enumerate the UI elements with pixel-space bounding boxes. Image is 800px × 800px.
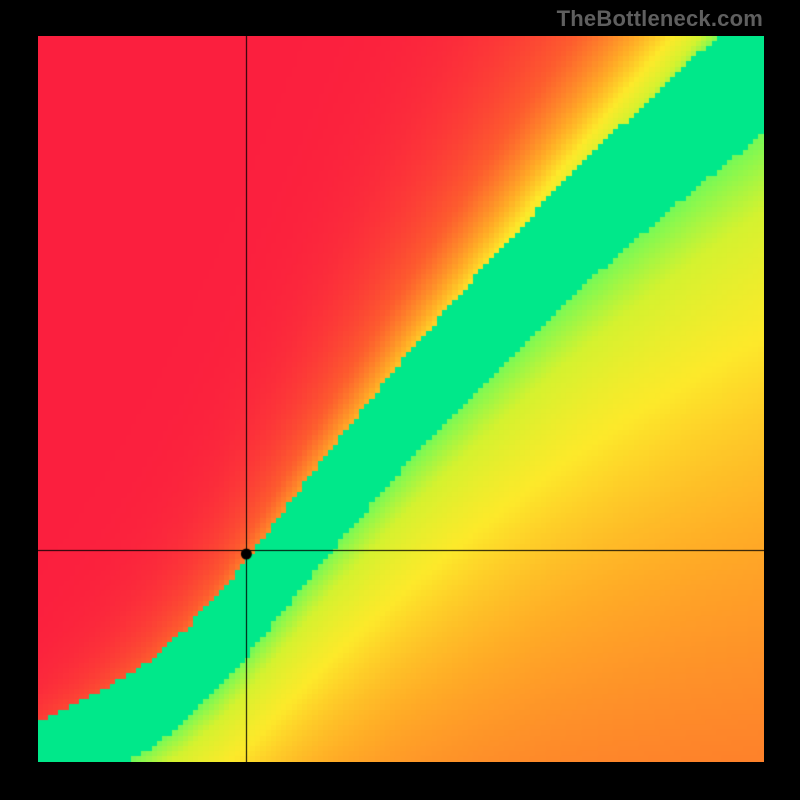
bottleneck-heatmap: [38, 36, 764, 762]
watermark-text: TheBottleneck.com: [557, 6, 763, 32]
chart-container: TheBottleneck.com: [0, 0, 800, 800]
